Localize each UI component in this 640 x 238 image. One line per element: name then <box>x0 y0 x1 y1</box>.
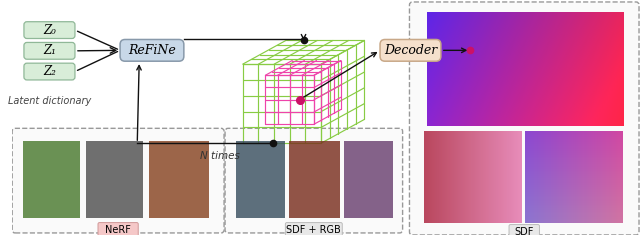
Text: Z₁: Z₁ <box>43 44 56 57</box>
FancyBboxPatch shape <box>24 22 75 39</box>
Text: Z₂: Z₂ <box>43 65 56 78</box>
FancyBboxPatch shape <box>23 141 80 218</box>
Text: Z₀: Z₀ <box>43 24 56 37</box>
Text: ReFiNe: ReFiNe <box>128 44 176 57</box>
FancyBboxPatch shape <box>120 40 184 61</box>
FancyBboxPatch shape <box>12 128 224 233</box>
FancyBboxPatch shape <box>289 141 340 218</box>
FancyBboxPatch shape <box>344 141 393 218</box>
FancyBboxPatch shape <box>285 223 342 238</box>
FancyBboxPatch shape <box>24 42 75 59</box>
Text: Decoder: Decoder <box>384 44 437 57</box>
FancyBboxPatch shape <box>148 141 209 218</box>
FancyBboxPatch shape <box>86 141 143 218</box>
Text: SDF: SDF <box>515 228 534 238</box>
FancyBboxPatch shape <box>380 40 441 61</box>
Text: Latent dictionary: Latent dictionary <box>8 96 91 106</box>
FancyBboxPatch shape <box>410 2 639 235</box>
FancyBboxPatch shape <box>509 225 540 238</box>
FancyBboxPatch shape <box>225 128 403 233</box>
FancyBboxPatch shape <box>24 63 75 80</box>
Text: NeRF: NeRF <box>105 225 131 235</box>
Text: SDF + RGB: SDF + RGB <box>287 225 341 235</box>
FancyBboxPatch shape <box>98 223 138 238</box>
Text: N times: N times <box>200 151 240 161</box>
FancyBboxPatch shape <box>236 141 285 218</box>
